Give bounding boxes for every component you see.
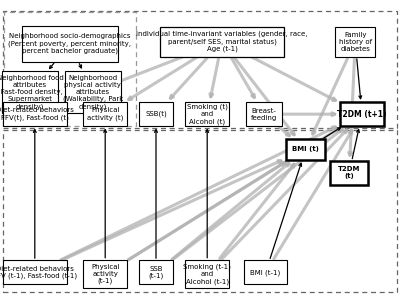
FancyBboxPatch shape: [336, 27, 375, 57]
Text: Breast-
feeding: Breast- feeding: [251, 108, 277, 121]
FancyBboxPatch shape: [84, 260, 127, 288]
Bar: [3, 11, 397, 128]
Text: Physical
activity (t): Physical activity (t): [87, 108, 123, 121]
Bar: [3, 130, 397, 292]
FancyBboxPatch shape: [3, 260, 67, 284]
FancyBboxPatch shape: [330, 161, 368, 185]
Text: BMI (t): BMI (t): [292, 146, 319, 153]
Text: Individual time-invariant variables (gender, race,
parent/self SES, marital stat: Individual time-invariant variables (gen…: [136, 31, 308, 53]
FancyBboxPatch shape: [2, 71, 58, 113]
Text: SSB(t): SSB(t): [145, 111, 167, 117]
Text: Neighborhood food
attributes
(Fast-food density,
Supermarket
density): Neighborhood food attributes (Fast-food …: [0, 75, 63, 110]
FancyBboxPatch shape: [286, 139, 326, 160]
FancyBboxPatch shape: [22, 26, 118, 62]
FancyBboxPatch shape: [65, 71, 121, 113]
Text: T2DM (t+1): T2DM (t+1): [337, 110, 387, 119]
Text: Neighborhood
physical activity
attributes
(Walkability, Park
density): Neighborhood physical activity attribute…: [63, 75, 123, 110]
Text: Family
history of
diabetes: Family history of diabetes: [339, 32, 372, 52]
FancyBboxPatch shape: [186, 260, 229, 288]
FancyBboxPatch shape: [139, 260, 173, 284]
FancyBboxPatch shape: [244, 260, 288, 284]
Text: Neighborhood socio-demographics
(Percent poverty, percent minority,
percent bach: Neighborhood socio-demographics (Percent…: [8, 33, 132, 54]
Text: Diet-related behaviors
FFV(t), Fast-food (t): Diet-related behaviors FFV(t), Fast-food…: [0, 108, 74, 121]
Text: SSB
(t-1): SSB (t-1): [148, 266, 164, 279]
FancyBboxPatch shape: [246, 102, 282, 126]
FancyBboxPatch shape: [186, 102, 229, 126]
FancyBboxPatch shape: [84, 102, 127, 126]
Text: Smoking (t-1)
and
Alcohol (t-1): Smoking (t-1) and Alcohol (t-1): [183, 264, 231, 285]
FancyBboxPatch shape: [3, 102, 67, 126]
Text: T2DM
(t): T2DM (t): [338, 166, 360, 179]
FancyBboxPatch shape: [139, 102, 173, 126]
Bar: [4, 12, 136, 126]
Text: Physical
activity
(t-1): Physical activity (t-1): [91, 264, 120, 284]
Text: Smoking (t)
and
Alcohol (t): Smoking (t) and Alcohol (t): [187, 104, 228, 125]
Text: BMI (t-1): BMI (t-1): [250, 269, 281, 276]
FancyBboxPatch shape: [340, 102, 384, 126]
FancyBboxPatch shape: [160, 27, 284, 57]
Text: Diet-related behaviors
FFV (t-1), Fast-food (t-1): Diet-related behaviors FFV (t-1), Fast-f…: [0, 266, 77, 279]
